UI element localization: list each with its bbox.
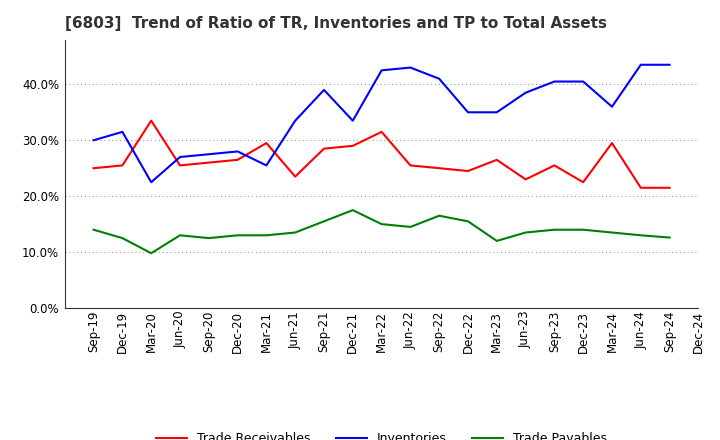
Inventories — [464, 110, 472, 115]
Trade Receivables — [550, 163, 559, 168]
Trade Payables — [320, 219, 328, 224]
Trade Payables — [262, 233, 271, 238]
Inventories — [320, 87, 328, 92]
Trade Payables — [492, 238, 501, 244]
Trade Receivables — [636, 185, 645, 191]
Inventories — [291, 118, 300, 123]
Trade Payables — [89, 227, 98, 232]
Trade Receivables — [579, 180, 588, 185]
Inventories — [147, 180, 156, 185]
Trade Payables — [406, 224, 415, 230]
Inventories — [377, 68, 386, 73]
Trade Receivables — [348, 143, 357, 148]
Trade Payables — [550, 227, 559, 232]
Inventories — [176, 154, 184, 160]
Inventories — [492, 110, 501, 115]
Trade Payables — [464, 219, 472, 224]
Text: [6803]  Trend of Ratio of TR, Inventories and TP to Total Assets: [6803] Trend of Ratio of TR, Inventories… — [65, 16, 607, 32]
Inventories — [348, 118, 357, 123]
Inventories — [233, 149, 242, 154]
Trade Receivables — [377, 129, 386, 135]
Inventories — [579, 79, 588, 84]
Trade Payables — [608, 230, 616, 235]
Inventories — [521, 90, 530, 95]
Trade Receivables — [406, 163, 415, 168]
Trade Payables — [233, 233, 242, 238]
Trade Payables — [204, 235, 213, 241]
Trade Receivables — [118, 163, 127, 168]
Trade Receivables — [320, 146, 328, 151]
Trade Payables — [291, 230, 300, 235]
Inventories — [435, 76, 444, 81]
Inventories — [406, 65, 415, 70]
Trade Payables — [665, 235, 674, 240]
Inventories — [89, 138, 98, 143]
Trade Receivables — [262, 140, 271, 146]
Trade Payables — [118, 235, 127, 241]
Inventories — [608, 104, 616, 109]
Trade Payables — [147, 250, 156, 256]
Trade Receivables — [233, 157, 242, 162]
Trade Receivables — [464, 169, 472, 174]
Inventories — [636, 62, 645, 67]
Line: Trade Payables: Trade Payables — [94, 210, 670, 253]
Trade Payables — [348, 208, 357, 213]
Trade Receivables — [521, 177, 530, 182]
Trade Receivables — [608, 140, 616, 146]
Inventories — [204, 152, 213, 157]
Inventories — [262, 163, 271, 168]
Line: Trade Receivables: Trade Receivables — [94, 121, 670, 188]
Legend: Trade Receivables, Inventories, Trade Payables: Trade Receivables, Inventories, Trade Pa… — [151, 427, 612, 440]
Trade Payables — [636, 233, 645, 238]
Trade Payables — [435, 213, 444, 218]
Line: Inventories: Inventories — [94, 65, 670, 182]
Trade Receivables — [665, 185, 674, 191]
Trade Payables — [377, 221, 386, 227]
Trade Receivables — [435, 165, 444, 171]
Inventories — [118, 129, 127, 135]
Trade Receivables — [291, 174, 300, 179]
Trade Payables — [579, 227, 588, 232]
Trade Receivables — [492, 157, 501, 162]
Trade Receivables — [176, 163, 184, 168]
Inventories — [665, 62, 674, 67]
Trade Receivables — [204, 160, 213, 165]
Trade Payables — [176, 233, 184, 238]
Trade Receivables — [89, 165, 98, 171]
Trade Receivables — [147, 118, 156, 123]
Trade Payables — [521, 230, 530, 235]
Inventories — [550, 79, 559, 84]
